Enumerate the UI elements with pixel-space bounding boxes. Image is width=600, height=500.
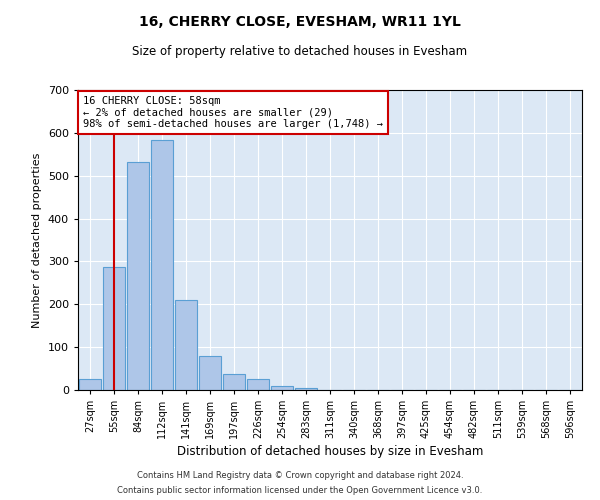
Y-axis label: Number of detached properties: Number of detached properties: [32, 152, 42, 328]
Bar: [295, 388, 317, 390]
Bar: [199, 356, 221, 390]
Text: Contains HM Land Registry data © Crown copyright and database right 2024.: Contains HM Land Registry data © Crown c…: [137, 471, 463, 480]
Bar: [151, 140, 173, 390]
Bar: [247, 379, 269, 390]
Bar: [271, 386, 293, 390]
Text: Size of property relative to detached houses in Evesham: Size of property relative to detached ho…: [133, 45, 467, 58]
Bar: [79, 380, 101, 390]
Bar: [175, 300, 197, 390]
X-axis label: Distribution of detached houses by size in Evesham: Distribution of detached houses by size …: [177, 446, 483, 458]
Text: 16 CHERRY CLOSE: 58sqm
← 2% of detached houses are smaller (29)
98% of semi-deta: 16 CHERRY CLOSE: 58sqm ← 2% of detached …: [83, 96, 383, 129]
Text: Contains public sector information licensed under the Open Government Licence v3: Contains public sector information licen…: [118, 486, 482, 495]
Bar: [223, 374, 245, 390]
Bar: [127, 162, 149, 390]
Bar: [103, 267, 125, 390]
Text: 16, CHERRY CLOSE, EVESHAM, WR11 1YL: 16, CHERRY CLOSE, EVESHAM, WR11 1YL: [139, 15, 461, 29]
